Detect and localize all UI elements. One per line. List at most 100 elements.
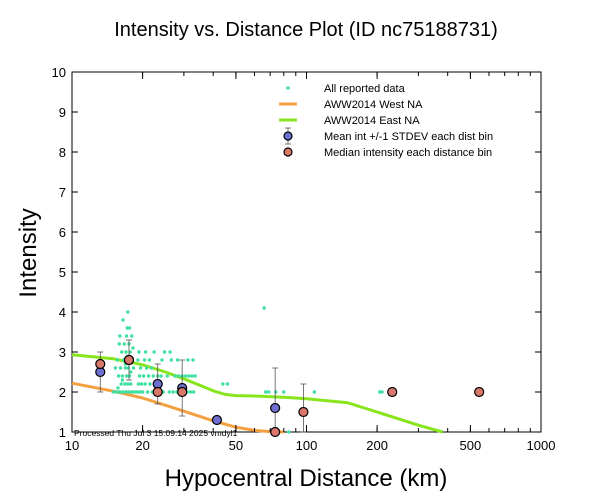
reported-data-point	[116, 374, 121, 378]
reported-data-point	[312, 390, 317, 394]
median-bin-marker	[123, 354, 135, 366]
reported-data-point	[135, 390, 140, 394]
mean-bin-marker	[211, 414, 223, 426]
reported-data-point	[380, 390, 384, 394]
reported-data-point	[169, 358, 173, 362]
reported-data-point	[165, 374, 170, 378]
reported-data-point	[129, 370, 133, 374]
reported-data-point	[126, 382, 130, 386]
reported-data-point	[115, 358, 119, 362]
reported-data-point	[167, 390, 172, 394]
data-points	[111, 306, 480, 434]
reported-data-point	[287, 430, 291, 434]
reported-data-point	[142, 358, 147, 362]
reported-data-point	[124, 350, 128, 354]
bin-markers	[95, 339, 485, 438]
y-tick-label: 10	[52, 65, 66, 80]
reported-data-point	[138, 390, 142, 394]
reported-data-point	[137, 350, 141, 354]
y-tick-label: 3	[59, 345, 66, 360]
reported-data-point	[173, 374, 177, 378]
reported-data-point	[118, 334, 122, 338]
reported-data-point	[159, 374, 163, 378]
x-tick-label: 20	[135, 438, 149, 453]
x-tick-label: 1000	[527, 438, 556, 453]
legend-circle-symbol	[283, 147, 293, 157]
legend-label: Mean int +/-1 STDEV each dist bin	[324, 131, 493, 143]
reported-data-point	[152, 350, 156, 354]
reported-data-point	[225, 382, 230, 386]
median-bin-marker	[298, 406, 309, 418]
reported-data-point	[129, 382, 133, 386]
legend-label: All reported data	[324, 83, 406, 95]
reported-data-point	[127, 390, 131, 394]
reported-data-point	[120, 378, 125, 382]
curve-aww2014-west-na	[71, 381, 284, 434]
x-axis-label: Hypocentral Distance (km)	[165, 465, 448, 492]
reported-data-point	[282, 390, 286, 394]
reported-data-point	[183, 374, 188, 378]
x-tick-label: 10	[65, 438, 79, 453]
reported-data-point	[176, 374, 181, 378]
reported-data-point	[118, 390, 122, 394]
reported-data-point	[138, 366, 143, 370]
reported-data-point	[136, 358, 140, 362]
reported-data-point	[122, 342, 126, 346]
reported-data-point	[120, 350, 124, 354]
plot-frame	[71, 71, 542, 433]
reported-data-point	[144, 366, 149, 370]
reported-data-point	[118, 366, 123, 370]
reported-data-point	[143, 350, 148, 354]
y-tick-label: 5	[59, 265, 66, 280]
reported-data-point	[191, 390, 196, 394]
reported-data-point	[125, 326, 129, 330]
reported-data-point	[274, 390, 278, 394]
reported-data-point	[187, 374, 191, 378]
y-tick-label: 8	[59, 145, 66, 160]
curve-aww2014-east-na	[71, 353, 443, 434]
reported-data-point	[116, 386, 120, 390]
reported-data-point	[111, 390, 115, 394]
reported-data-point	[151, 374, 155, 378]
legend-label: AWW2014 East NA	[324, 115, 420, 127]
legend-label: Median intensity each distance bin	[324, 147, 492, 159]
reported-data-point	[143, 382, 147, 386]
reported-data-point	[262, 306, 266, 310]
reported-data-point	[120, 374, 125, 378]
median-bin-marker	[95, 358, 106, 370]
reported-data-point	[141, 374, 146, 378]
y-axis-label: Intensity	[15, 208, 42, 297]
reported-data-point	[126, 310, 130, 314]
reported-data-point	[130, 334, 134, 338]
reported-data-point	[113, 366, 118, 370]
reported-data-point	[377, 390, 382, 394]
x-tick-label: 100	[296, 438, 318, 453]
processed-footer: Processed Thu Jul 3 15:09:14 2025 vmdyl1	[74, 428, 238, 438]
axes: 1 2 3 4 5 6 7 8 9 10 10 20 50 100 200 500 1000	[52, 65, 556, 453]
reported-data-point	[149, 366, 154, 370]
y-tick-label: 4	[59, 305, 66, 320]
y-tick-label: 9	[59, 105, 66, 120]
reported-data-point	[162, 350, 167, 354]
reported-data-point	[124, 334, 129, 338]
reported-data-point	[221, 382, 225, 386]
reported-data-point	[136, 382, 141, 386]
reported-data-point	[132, 390, 137, 394]
reported-data-point	[126, 366, 131, 370]
reported-data-point	[124, 390, 128, 394]
reported-data-point	[147, 358, 152, 362]
reported-data-point	[148, 382, 152, 386]
reported-data-point	[146, 374, 151, 378]
median-bin-marker	[177, 386, 188, 398]
chart-title: Intensity vs. Distance Plot (ID nc751887…	[114, 19, 498, 41]
y-tick-label: 7	[59, 185, 66, 200]
reported-data-point	[171, 390, 175, 394]
reported-data-point	[123, 382, 127, 386]
y-tick-label: 1	[59, 425, 66, 440]
x-tick-label: 200	[366, 438, 388, 453]
reported-data-point	[139, 382, 144, 386]
legend-circle-symbol	[283, 131, 293, 141]
reported-data-point	[190, 374, 194, 378]
median-bin-marker	[152, 386, 163, 398]
